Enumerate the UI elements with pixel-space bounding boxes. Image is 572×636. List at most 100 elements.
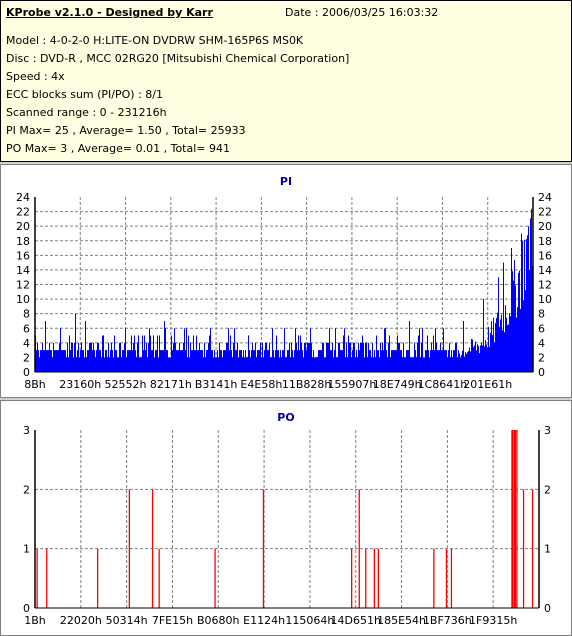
pi-bar <box>433 335 434 372</box>
pi-bar <box>479 353 480 372</box>
pi-bar <box>471 339 472 372</box>
pi-bar <box>416 357 417 372</box>
pi-bar <box>437 350 438 372</box>
pi-bar <box>459 353 460 372</box>
po-bar <box>531 489 534 608</box>
pi-ytick-label-left: 6 <box>23 322 30 335</box>
po-bar <box>358 489 360 608</box>
pi-bar <box>347 357 348 372</box>
po-bar <box>377 548 379 608</box>
pi-bar <box>109 357 110 372</box>
pi-bar <box>407 350 408 372</box>
pi-bar <box>340 350 341 372</box>
pi-bar <box>429 357 430 372</box>
pi-bar <box>530 218 531 372</box>
po-bar <box>158 548 160 608</box>
pi-bar <box>466 354 467 372</box>
pi-bar <box>316 357 317 372</box>
pi-bar <box>526 239 527 372</box>
pi-bar <box>113 357 114 372</box>
pi-bar <box>242 357 243 372</box>
po-ytick-label-right: 2 <box>544 483 551 496</box>
po-stats-line: PO Max= 3 , Average= 0.01 , Total= 941 <box>6 142 230 155</box>
pi-bar <box>341 350 342 372</box>
range-line: Scanned range : 0 - 231216h <box>6 106 167 119</box>
pi-bar <box>226 342 227 372</box>
po-chart-panel: 0 0 1 1 2 2 3 3 1Bh 22020h 50314h 7FE15h B0680h E1124… <box>0 400 572 636</box>
pi-bar <box>457 357 458 372</box>
pi-bar <box>162 350 163 372</box>
pi-bar <box>334 350 335 372</box>
pi-bar <box>187 357 188 372</box>
pi-bar <box>521 233 522 372</box>
pi-bar <box>402 357 403 372</box>
pi-bar <box>40 350 41 372</box>
pi-bar <box>475 341 476 372</box>
pi-bar <box>166 350 167 372</box>
pi-bar <box>139 357 140 372</box>
pi-bar <box>288 350 289 372</box>
pi-bar <box>155 350 156 372</box>
pi-bar <box>171 335 172 372</box>
pi-bar <box>131 335 132 372</box>
pi-xtick-label: 11B828h <box>282 378 332 391</box>
pi-bar <box>322 342 323 372</box>
pi-bar <box>379 357 380 372</box>
pi-bar <box>485 340 486 372</box>
pi-bar <box>343 335 344 372</box>
pi-bar <box>286 357 287 372</box>
pi-bar <box>348 335 349 372</box>
pi-bar <box>207 350 208 372</box>
pi-bar <box>283 350 284 372</box>
pi-bar <box>474 345 475 372</box>
po-bar <box>511 430 513 608</box>
po-ytick-label-left: 2 <box>23 483 30 496</box>
pi-bar <box>505 305 506 372</box>
pi-bar <box>484 346 485 372</box>
pi-bar <box>293 357 294 372</box>
pi-bar <box>193 335 194 372</box>
pi-bar <box>278 350 279 372</box>
info-panel: KProbe v2.1.0 - Designed by Karr Date : … <box>0 0 572 162</box>
pi-bar <box>158 357 159 372</box>
pi-bar <box>77 350 78 372</box>
pi-bar <box>332 342 333 372</box>
pi-bar <box>206 350 207 372</box>
pi-bar <box>240 350 241 372</box>
pi-bar <box>434 350 435 372</box>
pi-xtick-label: 23160h <box>59 378 101 391</box>
pi-bar <box>339 342 340 372</box>
pi-ytick-label-left: 4 <box>23 337 30 350</box>
pi-bar <box>406 350 407 372</box>
pi-bar <box>118 357 119 372</box>
pi-bar <box>237 342 238 372</box>
pi-bar <box>425 350 426 372</box>
pi-ytick-label-right: 12 <box>538 279 552 292</box>
pi-bar <box>275 350 276 372</box>
pi-bar <box>329 328 330 373</box>
pi-bar <box>249 350 250 372</box>
pi-bar <box>330 350 331 372</box>
pi-bar <box>45 321 46 372</box>
pi-bar <box>152 350 153 372</box>
pi-bar <box>236 350 237 372</box>
pi-bar <box>499 327 500 372</box>
pi-bar <box>441 350 442 372</box>
pi-bar <box>225 350 226 372</box>
pi-bar <box>366 342 367 372</box>
pi-bar <box>310 328 311 373</box>
pi-bar <box>421 342 422 372</box>
pi-bar <box>133 342 134 372</box>
pi-bar <box>84 357 85 372</box>
pi-bar <box>365 342 366 372</box>
pi-bar <box>323 342 324 372</box>
pi-bar <box>126 357 127 372</box>
pi-bar <box>199 342 200 372</box>
pi-bar <box>389 335 390 372</box>
pi-bar <box>256 357 257 372</box>
pi-bar <box>453 350 454 372</box>
pi-xtick-label: 52552h <box>105 378 147 391</box>
pi-bar <box>393 350 394 372</box>
pi-bar <box>179 342 180 372</box>
